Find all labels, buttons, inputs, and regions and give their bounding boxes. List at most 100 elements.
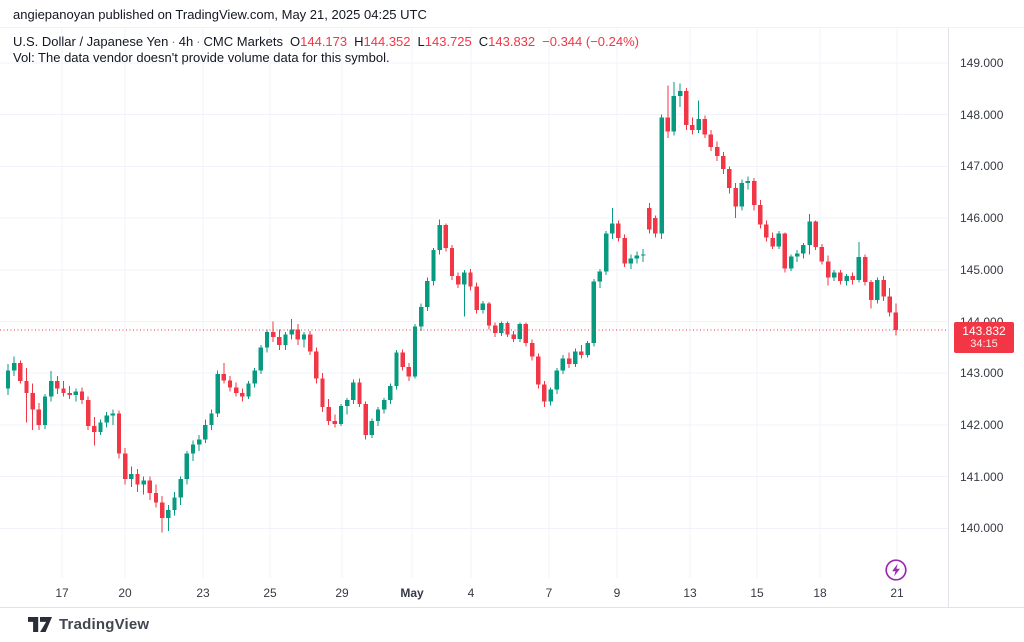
last-price-value: 143.832 (962, 324, 1006, 338)
candle (412, 326, 418, 377)
candle (351, 382, 356, 401)
candle (875, 280, 880, 300)
candle (338, 405, 344, 424)
candle (301, 334, 307, 340)
time-tick-label: 15 (750, 586, 764, 600)
candle (104, 415, 109, 423)
tradingview-logo-text: TradingView (59, 615, 150, 633)
candle (659, 117, 664, 234)
candle (523, 324, 529, 344)
price-axis-border (948, 28, 949, 607)
candle (394, 352, 399, 387)
candle (486, 303, 492, 326)
time-axis-border (0, 607, 1024, 608)
candle (79, 391, 85, 401)
candle (246, 383, 251, 397)
time-tick-label: 18 (813, 586, 827, 600)
exchange-label: CMC Markets (203, 34, 283, 49)
candle (739, 182, 744, 207)
candle (209, 413, 214, 425)
candlestick-chart[interactable] (0, 28, 948, 580)
candle (320, 378, 325, 407)
candle (628, 258, 633, 264)
publish-header: angiepanoyan published on TradingView.co… (0, 0, 1024, 28)
candle (190, 444, 196, 454)
candle (591, 281, 596, 344)
candle (788, 256, 794, 269)
candle (603, 233, 609, 272)
candle (499, 323, 504, 333)
price-tick-label: 148.000 (960, 107, 1004, 122)
candle (196, 439, 202, 445)
data-issue-lightning-icon[interactable] (883, 557, 909, 583)
candle (733, 188, 738, 207)
candle (455, 276, 461, 285)
candle (560, 358, 566, 371)
candle (159, 502, 165, 518)
legend-separator: · (171, 34, 176, 49)
tradingview-logo[interactable]: TradingView (28, 614, 149, 634)
candle (622, 237, 627, 264)
candle (215, 374, 220, 414)
time-tick-label: 25 (263, 586, 277, 600)
ohlc-open: O144.173 (290, 34, 348, 49)
time-tick-label: 13 (683, 586, 697, 600)
candle (42, 396, 48, 425)
candle (548, 389, 553, 402)
candle (363, 404, 368, 436)
candle (758, 205, 763, 225)
candle (597, 271, 603, 282)
candle (838, 272, 843, 282)
candle (369, 420, 374, 436)
candle (24, 380, 29, 393)
price-tick-label: 140.000 (960, 521, 1004, 536)
time-tick-label: 21 (890, 586, 904, 600)
candle (616, 223, 621, 238)
change-label: −0.344 (−0.24%) (542, 34, 639, 49)
price-tick-label: 145.000 (960, 262, 1004, 277)
candle (825, 261, 831, 278)
candle (11, 362, 17, 371)
time-tick-label: 4 (467, 586, 475, 600)
candle (690, 125, 695, 131)
publish-header-text: angiepanoyan published on TradingView.co… (13, 7, 427, 22)
candle (85, 400, 91, 426)
candle (714, 146, 720, 157)
candle (764, 224, 769, 238)
candle (801, 244, 806, 254)
symbol-legend[interactable]: U.S. Dollar / Japanese Yen · 4h · CMC Market… (13, 34, 639, 49)
candle (887, 296, 892, 313)
candle (375, 409, 381, 421)
candle (671, 96, 677, 132)
time-tick-label: 29 (335, 586, 349, 600)
candle (357, 382, 362, 405)
candle (634, 255, 640, 259)
price-tick-label: 147.000 (960, 159, 1004, 174)
candle (770, 237, 775, 247)
candle (172, 497, 177, 511)
ohlc-low: L143.725 (417, 34, 472, 49)
candle (640, 254, 646, 256)
price-tick-label: 146.000 (960, 211, 1004, 226)
candle (708, 134, 714, 147)
candle (542, 384, 547, 402)
price-tick-label: 142.000 (960, 417, 1004, 432)
candle (832, 272, 837, 278)
ohlc-close: C143.832 (478, 34, 536, 49)
tradingview-logo-icon (28, 616, 52, 632)
candle (30, 392, 35, 410)
candle (418, 307, 424, 327)
candle (653, 218, 658, 234)
candle (36, 409, 42, 425)
candle (665, 117, 670, 132)
candle (258, 347, 264, 371)
candle (277, 337, 282, 345)
candle (468, 272, 473, 287)
time-tick-label: May (400, 586, 424, 600)
candle (443, 224, 448, 249)
candle (381, 400, 387, 410)
candle (431, 250, 436, 282)
candle (135, 474, 140, 485)
candle (517, 324, 522, 340)
candle (745, 180, 751, 183)
